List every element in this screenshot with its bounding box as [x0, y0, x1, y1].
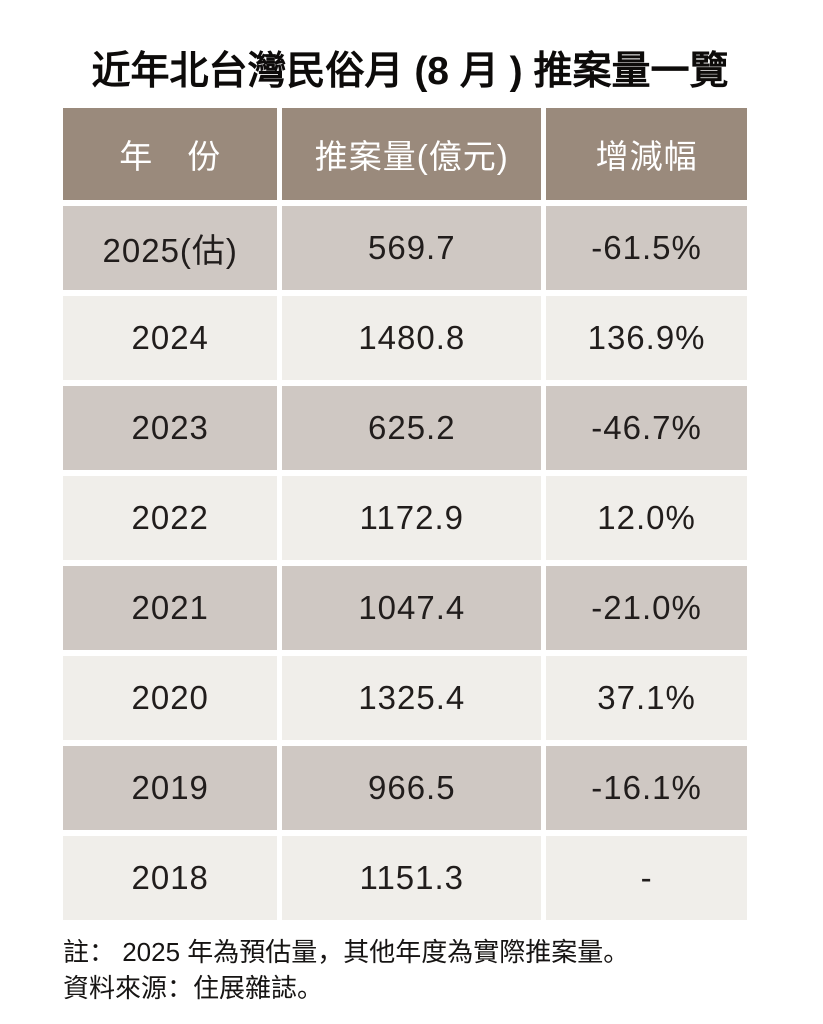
change-cell: 12.0%: [546, 476, 747, 560]
header-row: 年 份 推案量(億元) 增減幅: [63, 108, 747, 200]
year-cell: 2020: [63, 656, 278, 740]
volume-cell: 1480.8: [282, 296, 542, 380]
volume-cell: 1047.4: [282, 566, 542, 650]
table-row: 2019 966.5 -16.1%: [63, 746, 747, 830]
change-cell: -46.7%: [546, 386, 747, 470]
volume-cell: 625.2: [282, 386, 542, 470]
content-wrap: 近年北台灣民俗月 (8 月 ) 推案量一覽 年 份 推案量(億元) 增減幅 20…: [63, 40, 757, 1006]
table-row: 2021 1047.4 -21.0%: [63, 566, 747, 650]
change-cell: 37.1%: [546, 656, 747, 740]
data-table: 年 份 推案量(億元) 增減幅 2025(估) 569.7 -61.5% 202…: [58, 102, 752, 926]
year-cell: 2018: [63, 836, 278, 920]
col-header-volume: 推案量(億元): [282, 108, 542, 200]
change-cell: -61.5%: [546, 206, 747, 290]
year-cell: 2024: [63, 296, 278, 380]
change-cell: -21.0%: [546, 566, 747, 650]
page-title: 近年北台灣民俗月 (8 月 ) 推案量一覽: [91, 50, 729, 93]
year-cell: 2019: [63, 746, 278, 830]
table-row: 2024 1480.8 136.9%: [63, 296, 747, 380]
year-cell: 2023: [63, 386, 278, 470]
table-row: 2025(估) 569.7 -61.5%: [63, 206, 747, 290]
estimate-note: 註： 2025 年為預估量，其他年度為實際推案量。: [63, 937, 630, 967]
source-note: 資料來源：住展雜誌。: [63, 973, 324, 1003]
change-cell: -16.1%: [546, 746, 747, 830]
volume-cell: 1172.9: [282, 476, 542, 560]
footnotes: 註： 2025 年為預估量，其他年度為實際推案量。 資料來源：住展雜誌。: [63, 934, 757, 1006]
volume-cell: 1325.4: [282, 656, 542, 740]
table-row: 2022 1172.9 12.0%: [63, 476, 747, 560]
table-row: 2023 625.2 -46.7%: [63, 386, 747, 470]
year-cell: 2025(估): [63, 206, 278, 290]
volume-cell: 966.5: [282, 746, 542, 830]
change-cell: 136.9%: [546, 296, 747, 380]
table-row: 2020 1325.4 37.1%: [63, 656, 747, 740]
volume-cell: 1151.3: [282, 836, 542, 920]
year-cell: 2022: [63, 476, 278, 560]
change-cell: -: [546, 836, 747, 920]
col-header-year: 年 份: [63, 108, 278, 200]
table-row: 2018 1151.3 -: [63, 836, 747, 920]
year-cell: 2021: [63, 566, 278, 650]
volume-cell: 569.7: [282, 206, 542, 290]
col-header-change: 增減幅: [546, 108, 747, 200]
